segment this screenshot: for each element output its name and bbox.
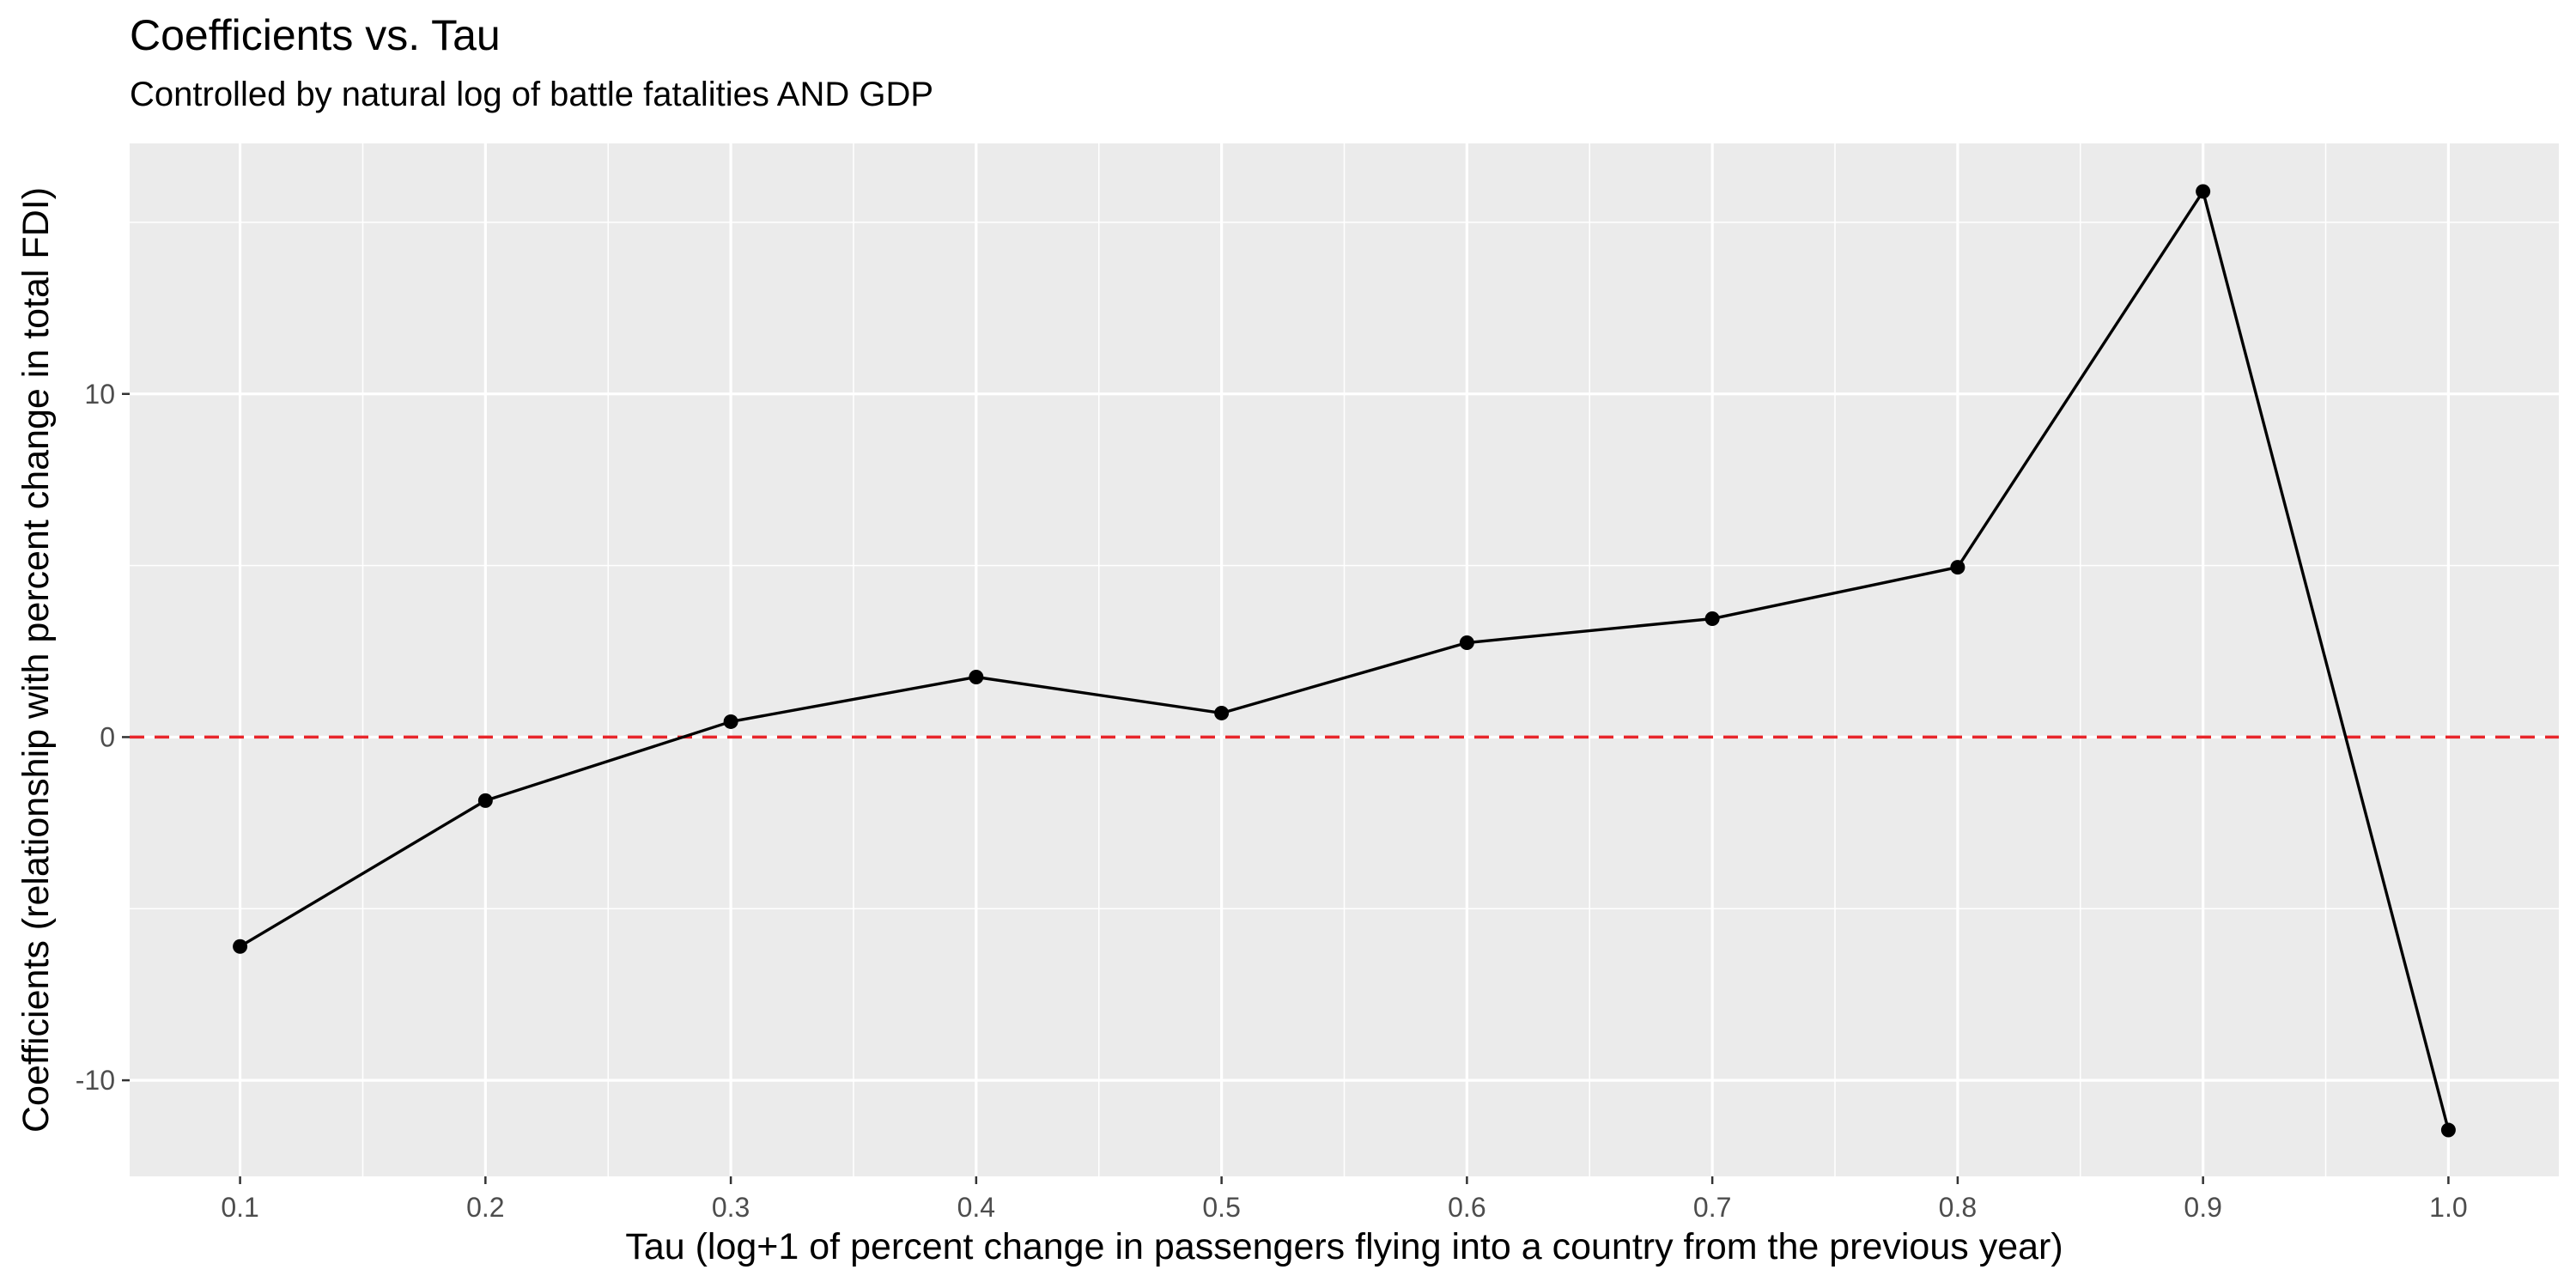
- x-tick-label: 0.6: [1448, 1192, 1485, 1223]
- x-tick-label: 0.5: [1202, 1192, 1240, 1223]
- x-tick-label: 1.0: [2429, 1192, 2467, 1223]
- chart-subtitle: Controlled by natural log of battle fata…: [130, 76, 934, 113]
- y-tick-label: 0: [100, 721, 115, 752]
- x-tick-label: 0.1: [221, 1192, 258, 1223]
- x-tick-label: 0.4: [957, 1192, 995, 1223]
- data-point: [477, 793, 493, 808]
- y-tick-label: -10: [76, 1065, 115, 1096]
- data-point: [1950, 560, 1965, 575]
- data-point: [2440, 1122, 2456, 1138]
- data-point: [233, 939, 248, 954]
- data-point: [1214, 705, 1230, 720]
- y-axis-label: Coefficients (relationship with percent …: [15, 187, 57, 1133]
- series-line: [239, 190, 2451, 1131]
- x-tick-label: 0.7: [1693, 1192, 1731, 1223]
- data-point: [1459, 635, 1474, 651]
- data-point: [2196, 184, 2211, 199]
- x-tick-label: 0.9: [2184, 1192, 2221, 1223]
- data-point: [1704, 611, 1720, 627]
- chart-title: Coefficients vs. Tau: [130, 11, 501, 59]
- x-tick-label: 0.2: [466, 1192, 504, 1223]
- y-tick-label: 10: [84, 379, 115, 410]
- data-point: [969, 669, 984, 684]
- x-tick-label: 0.3: [712, 1192, 750, 1223]
- x-axis-label: Tau (log+1 of percent change in passenge…: [625, 1226, 2063, 1267]
- data-point: [723, 714, 738, 729]
- x-tick-label: 0.8: [1939, 1192, 1977, 1223]
